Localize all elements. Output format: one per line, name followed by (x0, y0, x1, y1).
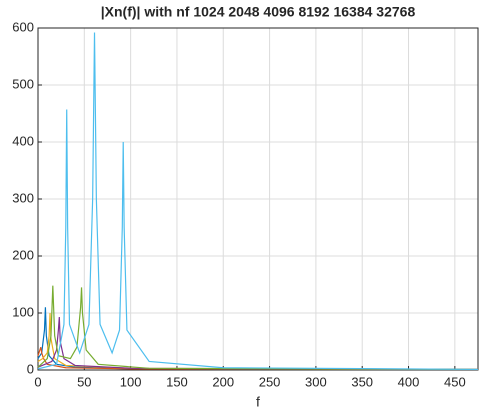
y-tick-label: 200 (12, 247, 34, 262)
plot-frame (37, 27, 479, 371)
y-tick-label: 0 (27, 361, 34, 376)
y-tick-label: 100 (12, 304, 34, 319)
x-tick-label: 450 (444, 374, 466, 389)
x-tick-label: 0 (34, 374, 41, 389)
data-line (37, 316, 479, 371)
data-line (37, 312, 479, 371)
x-tick-label: 350 (351, 374, 373, 389)
x-tick-label: 250 (259, 374, 281, 389)
x-axis-label: f (256, 394, 260, 410)
y-tick-label: 300 (12, 190, 34, 205)
x-tick-label: 300 (305, 374, 327, 389)
x-tick-label: 200 (212, 374, 234, 389)
x-tick-label: 100 (120, 374, 142, 389)
x-tick-label: 50 (77, 374, 91, 389)
y-tick-label: 400 (12, 133, 34, 148)
data-line (37, 285, 479, 371)
data-line (37, 347, 479, 371)
data-line (37, 307, 479, 371)
data-line (37, 32, 479, 371)
y-tick-label: 500 (12, 76, 34, 91)
chart-title: |Xn(f)| with nf 1024 2048 4096 8192 1638… (101, 4, 416, 20)
x-tick-label: 400 (398, 374, 420, 389)
x-tick-label: 150 (166, 374, 188, 389)
y-tick-label: 600 (12, 19, 34, 34)
